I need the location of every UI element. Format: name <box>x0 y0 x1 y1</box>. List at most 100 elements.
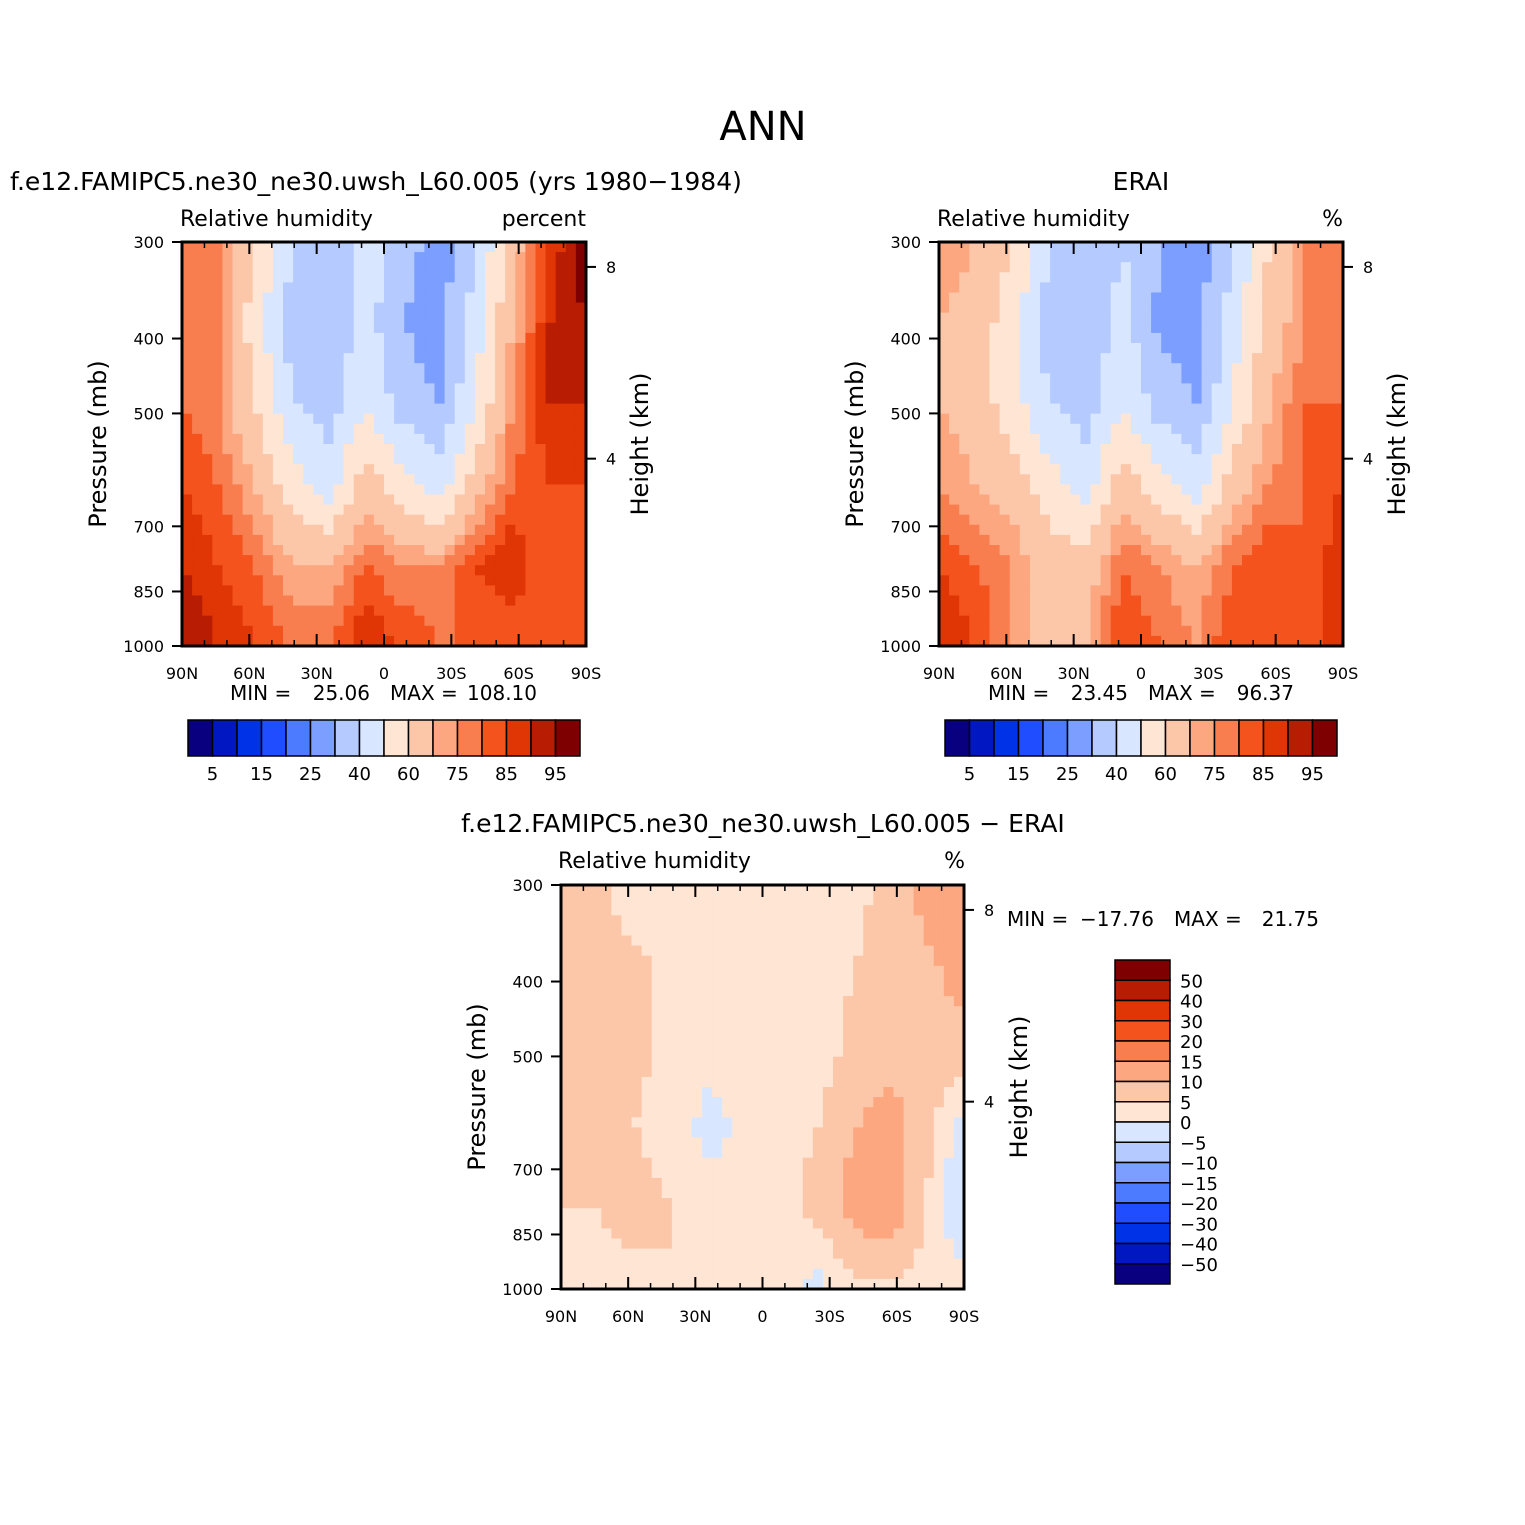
heatmap-cell <box>873 955 884 967</box>
heatmap-cell <box>1231 262 1243 273</box>
heatmap-cell <box>1292 302 1304 314</box>
heatmap-cell <box>883 1066 895 1078</box>
heatmap-cell <box>671 955 683 967</box>
heatmap-cell <box>515 504 526 516</box>
colorbar-box <box>1164 719 1191 757</box>
heatmap-cell <box>1231 252 1243 263</box>
heatmap-cell <box>1332 504 1344 516</box>
heatmap-cell <box>424 242 436 253</box>
heatmap-cell <box>293 433 304 445</box>
heatmap-cell <box>525 363 537 374</box>
heatmap-cell <box>581 1208 592 1219</box>
heatmap-cell <box>591 955 602 967</box>
heatmap-cell <box>373 282 385 294</box>
heatmap-cell <box>722 935 733 947</box>
heatmap-cell <box>242 454 254 465</box>
heatmap-cell <box>565 454 577 465</box>
heatmap-cell <box>853 986 864 997</box>
heatmap-cell <box>485 635 496 647</box>
heatmap-cell <box>1080 474 1092 485</box>
heatmap-cell <box>1242 545 1253 556</box>
heatmap-cell <box>283 292 294 304</box>
heatmap-cell <box>1191 393 1203 405</box>
heatmap-cell <box>772 955 784 967</box>
heatmap-cell <box>485 332 496 344</box>
heatmap-cell <box>1242 373 1253 384</box>
heatmap-cell <box>474 585 486 597</box>
heatmap-cell <box>863 1157 874 1169</box>
heatmap-cell <box>515 302 526 314</box>
heatmap-cell <box>232 545 244 556</box>
heatmap-cell <box>1110 575 1122 586</box>
heatmap-cell <box>434 312 446 324</box>
heatmap-cell <box>1060 615 1071 627</box>
heatmap-cell <box>752 1117 764 1128</box>
heatmap-cell <box>782 1117 794 1128</box>
heatmap-cell <box>843 1228 854 1240</box>
heatmap-cell <box>192 262 203 273</box>
heatmap-cell <box>474 545 486 556</box>
heatmap-cell <box>943 935 955 947</box>
heatmap-cell <box>822 975 834 987</box>
heatmap-cell <box>1100 514 1112 526</box>
heatmap-cell <box>272 615 284 627</box>
heatmap-cell <box>873 1066 884 1078</box>
heatmap-cell <box>702 1016 713 1027</box>
heatmap-cell <box>1120 474 1132 485</box>
heatmap-cell <box>1050 524 1061 536</box>
heatmap-cell <box>1100 545 1112 556</box>
heatmap-cell <box>1009 484 1021 496</box>
heatmap-cell <box>1141 312 1152 324</box>
heatmap-cell <box>969 534 980 546</box>
heatmap-cell <box>353 575 365 586</box>
heatmap-cell <box>1312 514 1324 526</box>
heatmap-cell <box>571 1258 582 1270</box>
heatmap-cell <box>681 1036 693 1048</box>
heatmap-cell <box>772 1107 784 1118</box>
heatmap-cell <box>222 514 234 526</box>
heatmap-cell <box>262 242 274 253</box>
heatmap-cell <box>202 413 213 425</box>
heatmap-cell <box>742 1046 754 1058</box>
heatmap-cell <box>833 1137 844 1149</box>
heatmap-cell <box>525 494 537 506</box>
heatmap-cell <box>702 955 713 967</box>
heatmap-cell <box>505 312 516 324</box>
heatmap-cell <box>1322 373 1334 384</box>
heatmap-cell <box>691 1107 703 1118</box>
heatmap-cell <box>1029 494 1041 506</box>
heatmap-cell <box>434 332 446 344</box>
heatmap-cell <box>621 1097 633 1108</box>
heatmap-cell <box>1171 353 1182 364</box>
heatmap-cell <box>293 393 304 405</box>
heatmap-cell <box>232 343 244 354</box>
heatmap-cell <box>792 1268 804 1280</box>
heatmap-cell <box>182 302 193 314</box>
heatmap-cell <box>242 504 254 516</box>
heatmap-cell <box>252 373 264 384</box>
heatmap-cell <box>394 524 405 536</box>
heatmap-cell <box>792 1218 804 1229</box>
heatmap-cell <box>581 965 592 977</box>
heatmap-cell <box>333 383 345 395</box>
heatmap-cell <box>414 423 425 435</box>
heatmap-cell <box>561 1198 572 1209</box>
heatmap-cell <box>691 1137 703 1149</box>
heatmap-cell <box>843 1026 854 1038</box>
heatmap-cell <box>913 1016 925 1027</box>
heatmap-cell <box>545 433 557 445</box>
heatmap-cell <box>495 635 506 647</box>
heatmap-cell <box>535 494 547 506</box>
heatmap-cell <box>222 454 234 465</box>
heatmap-cell <box>1120 534 1132 546</box>
heatmap-cell <box>1322 565 1334 576</box>
panel-title: f.e12.FAMIPC5.ne30_ne30.uwsh_L60.005 (yr… <box>10 167 742 196</box>
heatmap-cell <box>1171 242 1182 253</box>
heatmap-cell <box>1110 252 1122 263</box>
heatmap-cell <box>772 1066 784 1078</box>
heatmap-cell <box>933 1097 945 1108</box>
heatmap-cell <box>353 322 365 334</box>
heatmap-cell <box>1312 545 1324 556</box>
heatmap-cell <box>893 1248 905 1260</box>
heatmap-cell <box>1231 605 1243 617</box>
